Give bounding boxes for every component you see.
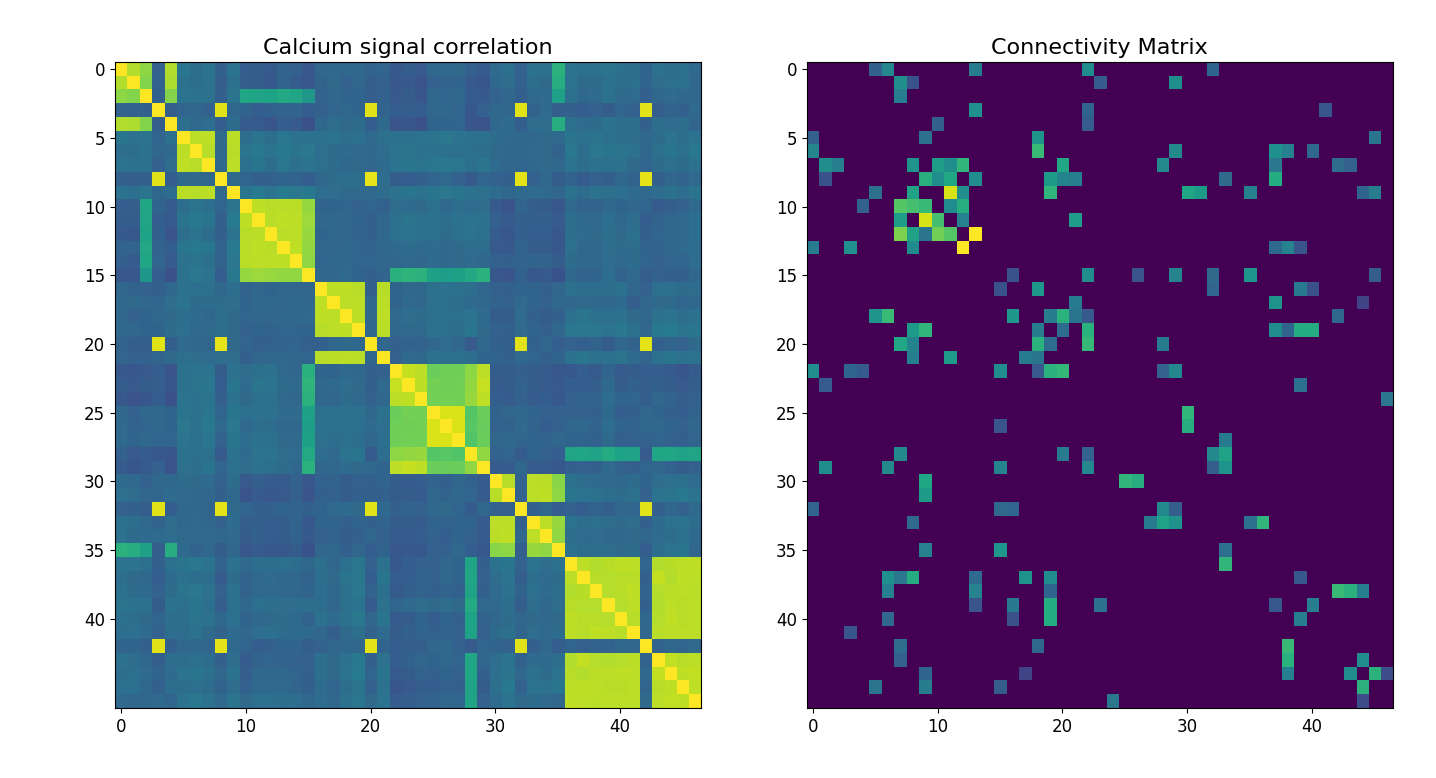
Title: Calcium signal correlation: Calcium signal correlation bbox=[263, 38, 553, 58]
Title: Connectivity Matrix: Connectivity Matrix bbox=[991, 38, 1208, 58]
